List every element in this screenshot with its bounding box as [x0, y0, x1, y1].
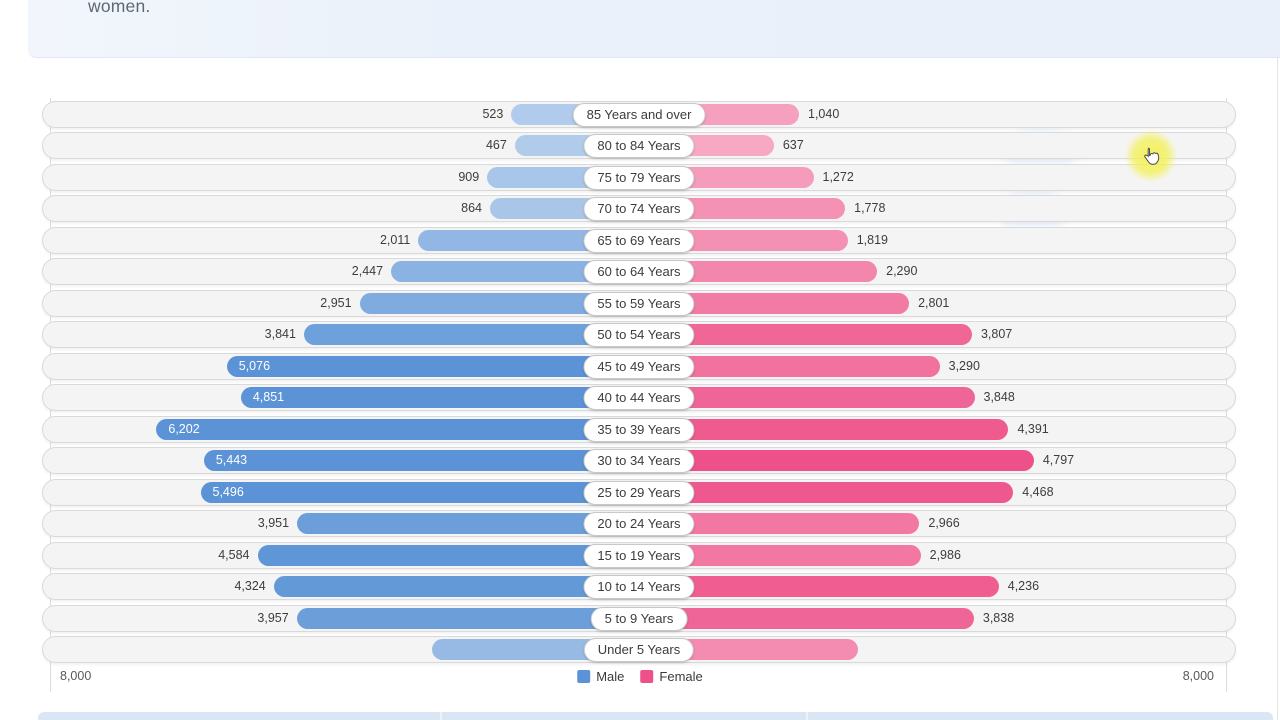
female-value-label: 4,391	[1017, 421, 1049, 436]
male-bar[interactable]	[273, 576, 659, 597]
male-value-label: 2,447	[351, 264, 384, 278]
female-value-label: 2,290	[886, 264, 918, 278]
age-group-pill: 60 to 64 Years	[583, 260, 695, 284]
male-value-label: 3,957	[257, 610, 289, 625]
female-value-label: 4,236	[1007, 579, 1040, 593]
male-value-label: 864	[461, 201, 482, 215]
male-value-label: 5,076	[238, 358, 271, 373]
male-bar[interactable]	[156, 418, 659, 440]
male-value-label: 6,202	[168, 421, 200, 436]
age-group-pill: 80 to 84 Years	[583, 134, 695, 158]
age-group-pill: 50 to 54 Years	[583, 323, 695, 347]
male-color-swatch	[577, 670, 591, 683]
male-value-label: 909	[458, 169, 480, 184]
strip-divider	[440, 712, 442, 720]
female-value-label: 1,272	[822, 169, 854, 184]
male-value-label: 4,851	[252, 390, 285, 404]
legend-label-female: Female	[659, 669, 703, 684]
female-value-label: 637	[782, 138, 804, 152]
intro-text-fragment: women.	[88, 0, 151, 16]
female-bar[interactable]	[619, 387, 975, 408]
age-group-pill: 65 to 69 Years	[583, 228, 695, 253]
age-group-pill: 75 to 79 Years	[583, 165, 695, 190]
male-bar[interactable]	[296, 607, 659, 629]
female-color-swatch	[640, 670, 654, 683]
female-bar[interactable]	[619, 576, 999, 597]
female-value-label: 2,986	[929, 547, 961, 562]
header-band: women.	[28, 0, 1280, 58]
legend-item-female[interactable]: Female	[640, 669, 703, 684]
age-group-pill: 70 to 74 Years	[583, 197, 695, 221]
female-value-label: 4,797	[1042, 453, 1075, 467]
chart-legend: Male Female	[577, 669, 703, 684]
male-value-label: 4,584	[218, 547, 250, 562]
female-value-label: 2,966	[928, 516, 960, 530]
age-group-pill: 20 to 24 Years	[583, 512, 695, 536]
page-right-edge	[1277, 57, 1278, 720]
age-group-pill: Under 5 Years	[583, 638, 695, 662]
female-value-label: 3,848	[983, 390, 1015, 404]
male-value-label: 5,443	[215, 453, 248, 467]
below-fold-element-edge	[38, 712, 1273, 720]
male-bar[interactable]	[203, 450, 659, 471]
male-bar[interactable]	[303, 324, 659, 345]
strip-divider	[806, 712, 808, 720]
age-group-pill: 35 to 39 Years	[583, 417, 695, 442]
female-bar[interactable]	[619, 418, 1009, 440]
legend-label-male: Male	[596, 669, 625, 684]
male-value-label: 523	[482, 106, 504, 121]
female-value-label: 1,819	[856, 232, 888, 247]
female-bar[interactable]	[619, 544, 921, 566]
mouse-cursor-icon	[1143, 147, 1160, 171]
male-value-label: 3,841	[264, 327, 296, 341]
female-value-label: 1,040	[808, 106, 840, 121]
legend-item-male[interactable]: Male	[577, 669, 624, 684]
age-group-pill: 10 to 14 Years	[583, 575, 695, 599]
age-group-pill: 30 to 34 Years	[583, 449, 695, 473]
female-bar[interactable]	[619, 355, 940, 377]
male-value-label: 4,324	[234, 579, 266, 593]
male-bar[interactable]	[257, 544, 659, 566]
male-bar[interactable]	[226, 355, 659, 377]
female-value-label: 2,801	[918, 295, 950, 310]
male-value-label: 2,951	[320, 295, 352, 310]
age-group-pill: 55 to 59 Years	[583, 291, 695, 316]
female-bar[interactable]	[619, 324, 972, 345]
age-group-pill: 5 to 9 Years	[590, 606, 688, 631]
female-value-label: 3,838	[982, 610, 1015, 625]
female-bar[interactable]	[619, 513, 920, 534]
male-bar[interactable]	[297, 513, 659, 534]
female-value-label: 4,468	[1022, 484, 1054, 499]
male-bar[interactable]	[200, 481, 659, 503]
male-value-label: 467	[485, 138, 507, 152]
age-group-pill: 45 to 49 Years	[583, 354, 695, 379]
male-value-label: 3,951	[257, 516, 290, 530]
age-group-pill: 40 to 44 Years	[583, 386, 695, 410]
female-bar[interactable]	[619, 607, 974, 629]
age-group-pill: 85 Years and over	[572, 102, 706, 127]
axis-max-left: 8,000	[60, 669, 92, 683]
male-bar[interactable]	[240, 387, 659, 408]
female-value-label: 1,778	[854, 201, 886, 215]
female-bar[interactable]	[619, 481, 1014, 503]
male-value-label: 2,011	[379, 232, 411, 247]
age-group-pill: 15 to 19 Years	[583, 543, 695, 568]
female-bar[interactable]	[619, 450, 1034, 471]
female-value-label: 3,807	[980, 327, 1013, 341]
male-value-label: 5,496	[212, 484, 244, 499]
axis-max-right: 8,000	[1182, 669, 1214, 683]
age-group-pill: 25 to 29 Years	[583, 480, 695, 505]
female-value-label: 3,290	[948, 358, 980, 373]
